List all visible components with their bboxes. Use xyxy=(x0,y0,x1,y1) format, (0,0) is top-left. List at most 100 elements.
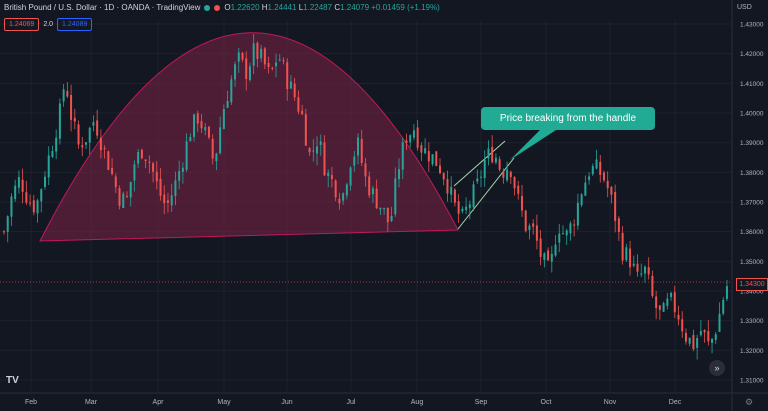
candle-body xyxy=(92,122,95,126)
candle-body xyxy=(688,337,691,344)
candle-body xyxy=(196,113,199,124)
ohlc-values: O1.22620 H1.24441 L1.22487 C1.24079 +0.0… xyxy=(224,3,440,12)
candle-body xyxy=(364,163,367,177)
callout-pointer xyxy=(510,130,556,160)
y-tick-label: 1.38000 xyxy=(740,170,764,177)
chart-header: British Pound / U.S. Dollar · 1D · OANDA… xyxy=(4,3,440,12)
candle-body xyxy=(476,178,479,182)
candle-body xyxy=(479,176,482,178)
candle-body xyxy=(725,286,728,299)
candle-body xyxy=(714,334,717,340)
scroll-to-latest-icon[interactable]: » xyxy=(709,360,725,376)
candle-body xyxy=(166,200,169,203)
spread-value: 2.0 xyxy=(43,21,54,28)
buy-button[interactable]: 1.24089 xyxy=(57,18,93,31)
candle-body xyxy=(25,192,28,203)
candle-body xyxy=(640,273,643,275)
candle-body xyxy=(301,110,304,115)
candle-body xyxy=(14,185,17,200)
candle-body xyxy=(84,142,87,145)
candle-body xyxy=(36,200,39,214)
candle-body xyxy=(524,210,527,231)
candle-body xyxy=(40,189,43,202)
candle-body xyxy=(487,148,490,159)
candle-body xyxy=(245,58,248,80)
candle-body xyxy=(144,159,147,162)
candle-body xyxy=(345,184,348,196)
candle-body xyxy=(692,335,695,350)
sell-button[interactable]: 1.24069 xyxy=(4,18,40,31)
candle-body xyxy=(334,180,337,198)
candle-body xyxy=(390,215,393,221)
candle-body xyxy=(282,60,285,62)
candle-body xyxy=(140,149,143,159)
candle-body xyxy=(610,187,613,195)
candle-body xyxy=(357,137,360,156)
candle-body xyxy=(681,319,684,332)
candle-body xyxy=(435,151,438,166)
candle-body xyxy=(472,184,475,208)
gear-icon[interactable]: ⚙ xyxy=(745,397,754,407)
candle-body xyxy=(32,200,35,213)
candle-body xyxy=(260,48,263,59)
candle-body xyxy=(360,138,363,163)
candle-body xyxy=(43,176,46,187)
open-value: 1.22620 xyxy=(230,3,260,12)
candle-body xyxy=(330,174,333,180)
candle-body xyxy=(662,303,665,312)
candle-body xyxy=(580,194,583,206)
candle-body xyxy=(573,224,576,226)
candle-body xyxy=(289,81,292,89)
candle-body xyxy=(718,313,721,332)
candle-body xyxy=(584,182,587,196)
candle-body xyxy=(554,244,557,256)
candle-body xyxy=(468,204,471,209)
candle-body xyxy=(316,146,319,154)
candle-body xyxy=(416,127,419,148)
candle-body xyxy=(70,94,73,120)
y-tick-label: 1.42000 xyxy=(740,51,764,58)
x-tick-label: Jul xyxy=(347,399,356,406)
candle-body xyxy=(722,299,725,314)
candle-body xyxy=(275,62,278,67)
candle-body xyxy=(137,152,140,164)
annotation-callout[interactable]: Price breaking from the handle xyxy=(481,107,655,130)
candle-body xyxy=(6,216,9,232)
candle-body xyxy=(286,62,289,90)
candle-body xyxy=(174,180,177,196)
candle-body xyxy=(155,171,158,182)
candle-body xyxy=(696,337,699,348)
symbol-title[interactable]: British Pound / U.S. Dollar · 1D · OANDA… xyxy=(4,3,201,12)
candle-body xyxy=(439,165,442,174)
candle-body xyxy=(342,193,345,201)
change-value: +0.01459 (+1.19%) xyxy=(371,3,440,12)
candle-body xyxy=(424,148,427,154)
candle-body xyxy=(561,233,564,235)
candle-body xyxy=(405,140,408,143)
candle-body xyxy=(73,117,76,122)
y-tick-label: 1.32000 xyxy=(740,348,764,355)
candle-body xyxy=(375,188,378,209)
candle-body xyxy=(420,145,423,153)
candle-body xyxy=(457,201,460,214)
candle-body xyxy=(193,114,196,137)
candle-body xyxy=(461,208,464,212)
candle-body xyxy=(189,137,192,142)
y-tick-label: 1.41000 xyxy=(740,81,764,88)
candle-body xyxy=(118,188,121,206)
candle-body xyxy=(3,231,5,233)
candle-body xyxy=(55,137,58,152)
candle-body xyxy=(666,298,669,306)
candle-body xyxy=(241,52,244,60)
candle-body xyxy=(58,103,61,139)
candle-body xyxy=(152,163,155,172)
candle-body xyxy=(204,127,207,131)
candle-body xyxy=(319,141,322,145)
currency-label[interactable]: USD xyxy=(737,4,752,11)
candle-body xyxy=(602,172,605,181)
candle-body xyxy=(520,195,523,211)
candle-body xyxy=(248,66,251,80)
candle-body xyxy=(29,202,32,204)
candle-body xyxy=(200,121,203,129)
